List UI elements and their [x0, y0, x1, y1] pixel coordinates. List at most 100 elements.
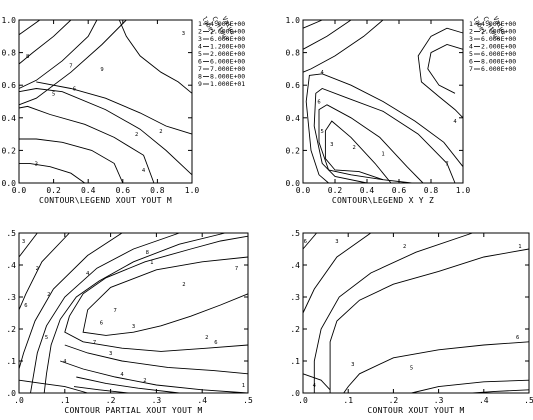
- legend-entry-label: 7: [198, 65, 202, 73]
- contour-line: [324, 120, 392, 184]
- contour-label: 6: [100, 321, 103, 327]
- legend-entry-value: 2.000E+00: [210, 50, 245, 58]
- x-tick-label: .3: [152, 396, 162, 405]
- contour-panel-bottom-right: .0 .1 .2 .3 .4 .5 .0 .1 .2 .3 .4 .5 CONTOUR XOUT YOU…: [290, 229, 533, 415]
- contour-label: 6: [304, 239, 307, 245]
- contour-label: 1: [242, 383, 245, 389]
- x-tick-label: .4: [479, 396, 489, 405]
- contour-label: 6: [214, 340, 217, 346]
- contour-label: 7: [69, 64, 72, 70]
- contour-label: 3: [132, 324, 135, 330]
- contour-line: [302, 232, 317, 250]
- contour-line: [18, 88, 193, 176]
- contour-line: [18, 19, 72, 65]
- contour-label: 5: [52, 91, 55, 97]
- legend-entry-label: 6: [198, 58, 202, 66]
- contour-label: 6: [516, 335, 519, 341]
- y-tick-label: 0.6: [2, 81, 17, 90]
- contour-label: 1: [150, 260, 153, 266]
- legend-entry-value: 8.000E+00: [210, 73, 245, 81]
- y-tick-label: .1: [6, 357, 16, 366]
- x-tick-label: 0.0: [12, 186, 27, 195]
- contour-label: 2: [182, 282, 185, 288]
- x-tick-label: 0.4: [81, 186, 96, 195]
- y-tick-label: .4: [6, 261, 16, 270]
- y-tick-label: 0.0: [286, 179, 301, 188]
- contour-line: [302, 19, 384, 73]
- contour-label: 2: [47, 292, 50, 298]
- contour-line: [302, 373, 331, 391]
- legend-entry-label: 4: [198, 43, 202, 51]
- x-tick-label: .1: [60, 396, 70, 405]
- contour-label: 5: [410, 365, 413, 371]
- legend-entry-label: 7: [469, 65, 473, 73]
- contour-panel-top-right: 0.0 0.2 0.4 0.6 0.8 1.0 0.0 0.2 0.4 0.6 0.8 1.0 CONT…: [286, 15, 517, 205]
- contour-label: 2: [353, 145, 356, 151]
- contour-label: 8: [146, 250, 149, 256]
- x-tick-label: 1.0: [185, 186, 200, 195]
- x-tick-label: .5: [524, 396, 533, 405]
- legend-entry-label: 1: [469, 20, 473, 28]
- y-tick-label: 0.2: [286, 146, 301, 155]
- legend-entry-value: 6.000E+00: [210, 58, 245, 66]
- contour-line: [64, 235, 249, 352]
- contour-label: 4: [313, 383, 317, 389]
- y-tick-label: .5: [290, 229, 300, 238]
- y-tick-label: 0.4: [286, 114, 301, 123]
- contour-label: 7: [445, 161, 448, 167]
- contour-line: [18, 232, 70, 310]
- contour-label: 4: [86, 271, 90, 277]
- y-tick-label: .1: [290, 357, 300, 366]
- legend-entry-label: 4: [469, 43, 473, 51]
- contour-label: 3: [35, 161, 38, 167]
- y-tick-label: .0: [6, 389, 16, 398]
- contour-line: [18, 19, 127, 106]
- contour-panel-top-left: 0.0 0.2 0.4 0.6 0.8 1.0 0.0 0.2 0.4 0.6 0.8 1.0 CONT…: [2, 15, 246, 205]
- contour-label: 7: [93, 340, 96, 346]
- y-tick-label: .3: [290, 293, 300, 302]
- x-axis-label: CONTOUR PARTIAL XOUT YOUT M: [64, 406, 202, 415]
- x-tick-label: 0.2: [46, 186, 61, 195]
- contour-line: [43, 232, 226, 394]
- legend-entry-label: 6: [469, 58, 473, 66]
- contour-label: 2: [159, 129, 162, 135]
- x-tick-label: 1.0: [456, 186, 471, 195]
- legend-entry-label: 9: [198, 80, 202, 88]
- contour-label: 4: [120, 372, 124, 378]
- contour-line: [64, 344, 249, 375]
- legend-entry-value: 6.000E+00: [481, 35, 516, 43]
- x-axis-label: CONTOUR XOUT YOUT M: [367, 406, 464, 415]
- contour-line: [30, 232, 180, 394]
- contour-line: [36, 81, 193, 135]
- x-tick-label: .2: [389, 396, 399, 405]
- legend-entry-label: 3: [198, 35, 202, 43]
- contour-line: [18, 105, 155, 184]
- contour-label: 4: [142, 168, 146, 174]
- legend-entry-value: 8.000E+00: [481, 58, 516, 66]
- legend-entry-label: 5: [469, 50, 473, 58]
- contour-line: [343, 341, 530, 394]
- legend-entry-value: 4.000E+00: [481, 20, 516, 28]
- y-tick-label: .2: [290, 325, 300, 334]
- contour-line: [73, 386, 129, 394]
- legend-entry-value: 6.000E+00: [481, 50, 516, 58]
- legend-entry-value: 6.000E+00: [481, 65, 516, 73]
- y-tick-label: 0.2: [2, 146, 17, 155]
- y-tick-label: .5: [6, 229, 16, 238]
- y-tick-label: .3: [6, 293, 16, 302]
- contour-label: 3: [351, 362, 354, 368]
- legend-entry-value: 2.000E+00: [210, 28, 245, 36]
- y-tick-label: 1.0: [2, 16, 17, 25]
- x-tick-label: .0: [14, 396, 24, 405]
- contour-label: 7: [235, 266, 238, 272]
- contour-line: [417, 27, 464, 119]
- y-tick-label: 0.8: [2, 49, 17, 58]
- x-tick-label: .1: [343, 396, 353, 405]
- contour-line: [18, 379, 88, 394]
- contour-label: 8: [26, 54, 29, 60]
- contour-label: 5: [321, 129, 324, 135]
- y-tick-label: .2: [6, 325, 16, 334]
- contour-label: 4: [321, 70, 325, 76]
- contour-line: [82, 256, 249, 336]
